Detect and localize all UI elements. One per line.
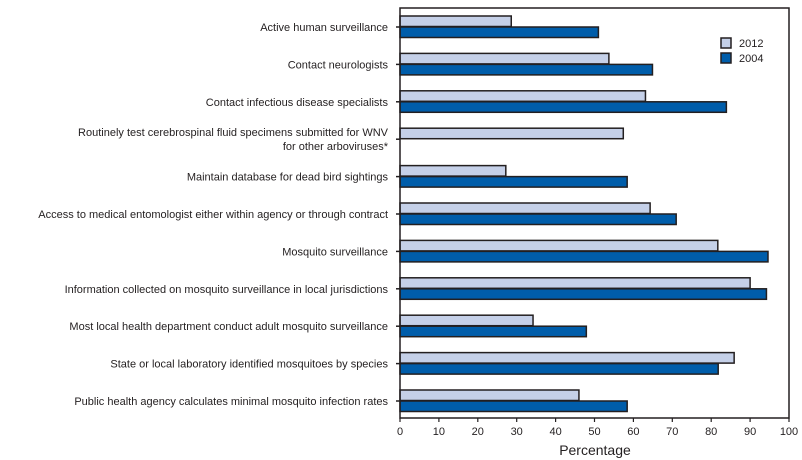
- category-label: Access to medical entomologist either wi…: [38, 209, 388, 221]
- bar-2004: [399, 362, 719, 375]
- x-tick-label: 40: [549, 426, 561, 438]
- x-tick-label: 100: [780, 426, 798, 438]
- bar-2004: [399, 250, 769, 263]
- legend-label: 2004: [739, 53, 763, 65]
- category-label: Active human surveillance: [260, 22, 388, 34]
- legend-swatch-2004: [720, 52, 732, 64]
- x-tick-label: 60: [627, 426, 639, 438]
- x-tick-label: 90: [744, 426, 756, 438]
- bar-2012: [399, 90, 647, 103]
- bar-2004: [399, 63, 654, 76]
- category-label: for other arboviruses*: [283, 141, 389, 153]
- x-axis-label: Percentage: [559, 442, 631, 458]
- bar-2012: [399, 15, 513, 28]
- category-label: Mosquito surveillance: [282, 246, 388, 258]
- bar-2004: [399, 325, 588, 338]
- category-label: Information collected on mosquito survei…: [65, 284, 389, 296]
- bar-2004: [399, 213, 677, 226]
- bar-2012: [399, 202, 651, 215]
- bar-2012: [399, 127, 625, 140]
- x-tick-label: 20: [472, 426, 484, 438]
- legend-label: 2012: [739, 38, 763, 50]
- bar-2004: [399, 288, 768, 301]
- x-tick-label: 0: [397, 426, 403, 438]
- category-label: State or local laboratory identified mos…: [110, 359, 388, 371]
- bar-2004: [399, 101, 728, 114]
- category-label: Maintain database for dead bird sighting…: [187, 172, 389, 184]
- category-label: Contact infectious disease specialists: [206, 97, 389, 109]
- x-tick-label: 50: [588, 426, 600, 438]
- bar-2012: [399, 351, 735, 364]
- bar-2004: [399, 175, 628, 188]
- bar-2004: [399, 400, 628, 413]
- x-tick-label: 30: [511, 426, 523, 438]
- x-tick-label: 10: [433, 426, 445, 438]
- bar-2004: [399, 26, 600, 39]
- x-tick-label: 80: [705, 426, 717, 438]
- bar-2012: [399, 277, 751, 290]
- category-label: Contact neurologists: [288, 59, 389, 71]
- legend-swatch-2012: [720, 37, 732, 49]
- category-label: Most local health department conduct adu…: [69, 321, 388, 333]
- category-label: Routinely test cerebrospinal fluid speci…: [78, 127, 389, 139]
- x-tick-label: 70: [666, 426, 678, 438]
- bar-2012: [399, 314, 534, 327]
- category-label: Public health agency calculates minimal …: [74, 396, 388, 408]
- bar-2012: [399, 239, 719, 252]
- bar-2012: [399, 52, 610, 65]
- bar-2012: [399, 389, 580, 402]
- bar-2012: [399, 164, 507, 177]
